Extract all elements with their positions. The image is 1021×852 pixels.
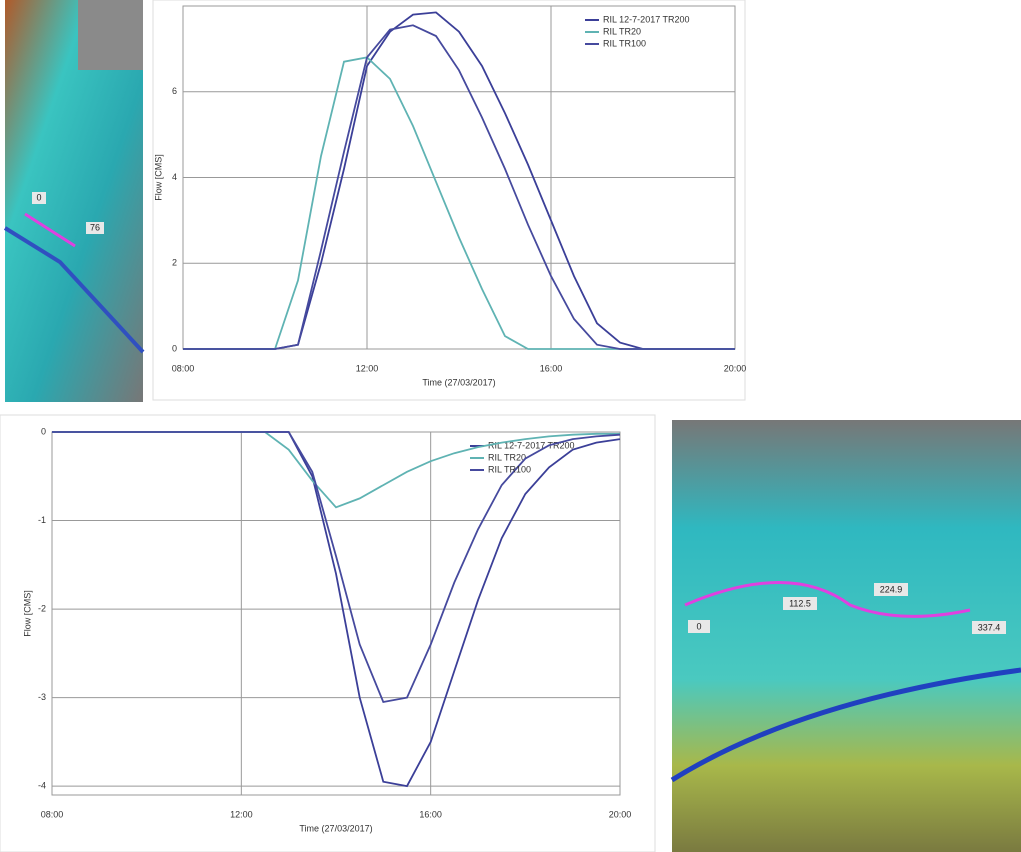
x-tick-label: 12:00 [230,809,253,819]
legend-label: RIL TR20 [488,452,526,462]
chart: 0 -1 -2 -3 -4 08:00 12:00 16:00 20:00 Time (27/03… [0,414,656,852]
legend-label: RIL TR100 [603,38,646,48]
x-tick-label: 16:00 [419,809,442,819]
map-label: 224.9 [880,584,903,594]
y-tick-label: -3 [38,692,46,702]
map-label: 76 [90,222,100,232]
label-box [874,583,908,596]
map-label: 337.4 [978,622,1001,632]
x-tick-label: 08:00 [41,809,64,819]
x-axis-label: Time (27/03/2017) [422,377,495,387]
label-box [86,222,104,234]
y-tick-label: 4 [172,172,177,182]
map-left: 0 76 [3,0,145,402]
y-tick-label: 0 [172,343,177,353]
x-tick-label: 16:00 [540,363,563,373]
series-line [52,431,621,704]
label-box [32,192,46,204]
section-line [684,581,971,618]
chart: 0 2 4 6 08:00 12:00 16:00 20:00 Time (27/03/2017… [152,0,747,401]
map-label: 0 [696,621,701,631]
x-axis-label: Time (27/03/2017) [299,823,372,833]
legend-label: RIL 12-7-2017 TR200 [488,440,575,450]
plot-area [51,431,621,796]
series-line [183,24,735,350]
river [670,667,1021,783]
y-tick-label: -2 [38,603,46,613]
section-line [24,212,76,248]
map-right: 0 112.5 224.9 337.4 [670,420,1021,852]
map-image [672,420,1021,852]
y-axis-label: Flow [CMS] [153,154,163,201]
x-tick-label: 20:00 [724,363,747,373]
map-label: 0 [36,192,41,202]
label-box [972,621,1006,634]
map-label: 112.5 [789,598,811,608]
y-tick-label: 6 [172,86,177,96]
legend-label: RIL TR100 [488,464,531,474]
x-tick-label: 08:00 [172,363,195,373]
label-box [783,597,817,610]
label-box [688,620,710,633]
y-tick-label: 2 [172,258,177,268]
y-axis-label: Flow [CMS] [22,590,32,637]
x-tick-label: 20:00 [609,809,632,819]
legend-label: RIL 12-7-2017 TR200 [603,14,690,24]
y-tick-label: 0 [41,426,46,436]
building [78,0,143,70]
x-tick-label: 12:00 [356,363,379,373]
y-tick-label: -1 [38,515,46,525]
legend-label: RIL TR20 [603,26,641,36]
y-tick-label: -4 [38,781,46,791]
river [3,226,145,354]
